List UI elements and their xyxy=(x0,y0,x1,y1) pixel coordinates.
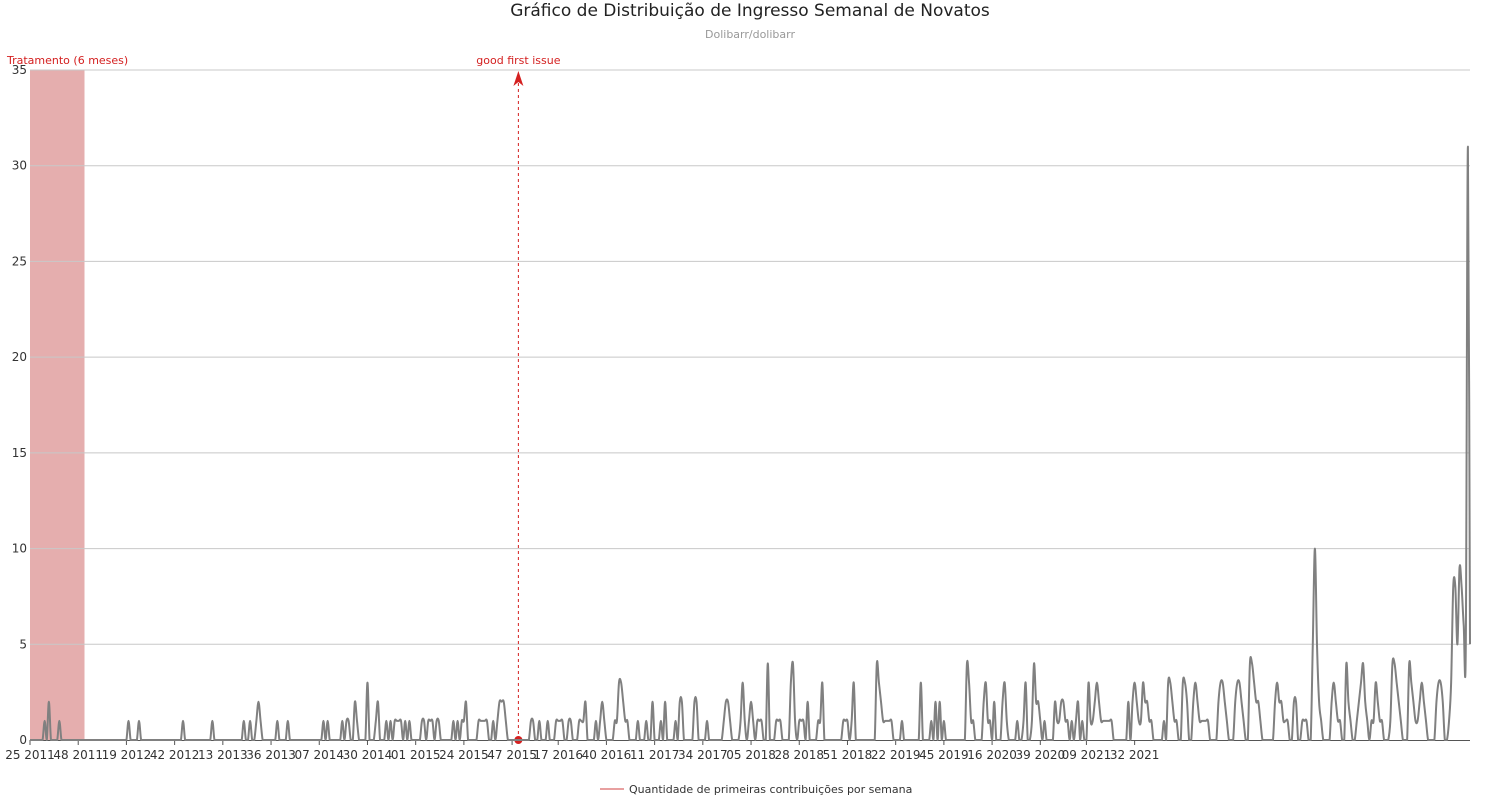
y-tick-label: 0 xyxy=(19,733,27,747)
event-arrow-icon xyxy=(513,71,524,86)
y-tick-label: 5 xyxy=(19,637,27,651)
legend: Quantidade de primeiras contribuições po… xyxy=(600,783,912,796)
x-tick-label: 40 2016 xyxy=(582,748,632,762)
chart-title: Gráfico de Distribuição de Ingresso Sema… xyxy=(510,1,990,21)
legend-label: Quantidade de primeiras contribuições po… xyxy=(629,783,912,796)
x-tick-label: 25 2011 xyxy=(5,748,55,762)
x-tick-label: 24 2015 xyxy=(439,748,489,762)
treatment-label: Tratamento (6 meses) xyxy=(6,54,128,67)
x-tick-label: 13 2013 xyxy=(198,748,248,762)
y-tick-label: 25 xyxy=(12,254,27,268)
x-tick-label: 01 2015 xyxy=(391,748,441,762)
x-tick-label: 48 2011 xyxy=(53,748,103,762)
x-tick-label: 42 2012 xyxy=(150,748,200,762)
series-line xyxy=(29,145,1471,742)
x-tick-label: 45 2019 xyxy=(919,748,969,762)
y-tick-label: 20 xyxy=(12,350,27,364)
y-tick-label: 15 xyxy=(12,446,27,460)
x-tick-label: 51 2018 xyxy=(823,748,873,762)
x-tick-label: 36 2013 xyxy=(246,748,296,762)
y-grid xyxy=(30,69,1470,645)
x-tick-label: 17 2016 xyxy=(533,748,583,762)
x-tick-label: 30 2014 xyxy=(343,748,393,762)
x-tick-label: 05 2018 xyxy=(726,748,776,762)
x-tick-label: 07 2014 xyxy=(294,748,344,762)
x-tick-label: 09 2021 xyxy=(1062,748,1112,762)
x-tick-label: 19 2012 xyxy=(102,748,152,762)
x-tick-label: 34 2017 xyxy=(678,748,728,762)
x-tick-label: 22 2019 xyxy=(871,748,921,762)
x-tick-label: 32 2021 xyxy=(1110,748,1160,762)
x-tick-label: 47 2015 xyxy=(487,748,537,762)
y-tick-label: 30 xyxy=(12,159,27,173)
chart-subtitle: Dolibarr/dolibarr xyxy=(705,28,795,41)
y-axis: 0 5 10 15 20 25 30 35 xyxy=(12,63,27,747)
x-tick-label: 16 2020 xyxy=(967,748,1017,762)
treatment-band xyxy=(30,70,85,740)
x-tick-label: 39 2020 xyxy=(1015,748,1065,762)
event-label: good first issue xyxy=(476,54,560,67)
y-tick-label: 10 xyxy=(12,542,27,556)
x-tick-label: 28 2018 xyxy=(774,748,824,762)
x-tick-label: 11 2017 xyxy=(630,748,680,762)
y-tick-label: 35 xyxy=(12,63,27,77)
